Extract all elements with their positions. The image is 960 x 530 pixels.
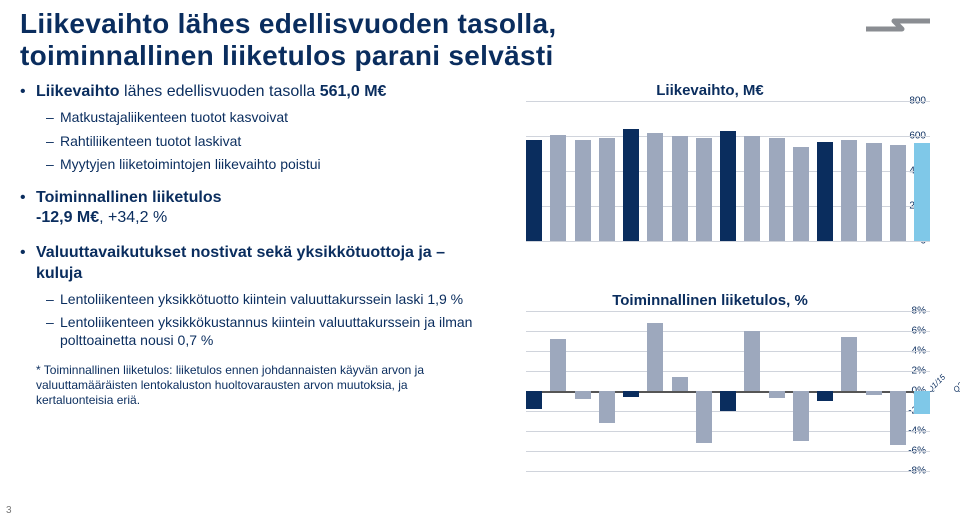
bar (841, 140, 857, 242)
bar (550, 339, 566, 391)
bar (647, 133, 663, 242)
bar (672, 377, 688, 391)
bar (866, 391, 882, 395)
bullet-1-rest: lähes edellisvuoden tasolla (120, 83, 320, 100)
bullet-column: Liikevaihto lähes edellisvuoden tasolla … (20, 82, 480, 480)
bar (647, 323, 663, 391)
title-line2: toiminnallinen liiketulos parani selväst… (20, 40, 554, 71)
bar (769, 391, 785, 398)
bullet-1: Liikevaihto lähes edellisvuoden tasolla … (20, 82, 480, 173)
bar (696, 138, 712, 241)
bar (575, 140, 591, 242)
bar (817, 391, 833, 401)
bullet-2-prefix: Toiminnallinen liiketulos (36, 189, 222, 206)
bar (720, 131, 736, 241)
chart-margin-title: Toiminnallinen liiketulos, % (490, 292, 930, 309)
bar (841, 337, 857, 391)
chart-revenue-title: Liikevaihto, M€ (490, 82, 930, 99)
chart-revenue: Liikevaihto, M€ 0200400600800 Q2/11Q3/11… (490, 82, 930, 250)
bar (526, 391, 542, 409)
grid-line (526, 241, 930, 242)
bullet-1-sub2: Rahtiliikenteen tuotot laskivat (46, 133, 480, 151)
bullet-3-sub1-a: Lentoliikenteen yksikkötuotto kiintein v… (60, 291, 395, 307)
bar (526, 140, 542, 242)
bullet-2-rest: , +34,2 % (99, 209, 167, 226)
grid-line (526, 471, 930, 472)
page-number: 3 (6, 505, 12, 516)
bullet-2: Toiminnallinen liiketulos -12,9 M€, +34,… (20, 188, 480, 230)
bar (793, 391, 809, 441)
bar (599, 138, 615, 241)
bar (744, 136, 760, 241)
bar (550, 135, 566, 242)
bullet-3-sub1-b: laski 1,9 % (395, 291, 463, 307)
bar (914, 391, 930, 414)
bullet-3-prefix: Valuuttavaikutukset nostivat sekä yksikk… (36, 244, 445, 282)
logo (864, 14, 934, 36)
bullet-3-sub1: Lentoliikenteen yksikkötuotto kiintein v… (46, 291, 480, 309)
bar (672, 136, 688, 241)
bar (769, 138, 785, 241)
bullet-3-sub2: Lentoliikenteen yksikkökustannus kiintei… (46, 314, 480, 349)
bullet-1-sub1: Matkustajaliikenteen tuotot kasvoivat (46, 109, 480, 127)
chart-margin: Toiminnallinen liiketulos, % -8%-6%-4%-2… (490, 292, 930, 480)
bar (793, 147, 809, 242)
bar (817, 142, 833, 242)
bullet-2-value: -12,9 M€ (36, 209, 99, 226)
bullet-3: Valuuttavaikutukset nostivat sekä yksikk… (20, 243, 480, 349)
bullet-1-sub3: Myytyjen liiketoimintojen liikevaihto po… (46, 156, 480, 174)
bullet-3-sub2-b: nousi 0,7 % (140, 332, 213, 348)
bar (744, 331, 760, 391)
bullet-1-value: 561,0 M€ (320, 83, 387, 100)
title-line1: Liikevaihto lähes edellisvuoden tasolla, (20, 8, 556, 39)
bar (623, 391, 639, 397)
charts-column: Liikevaihto, M€ 0200400600800 Q2/11Q3/11… (490, 82, 940, 480)
bar (623, 129, 639, 241)
bars-container (526, 311, 930, 471)
bars-container (526, 101, 930, 241)
bar (575, 391, 591, 399)
bar (599, 391, 615, 423)
bar (866, 143, 882, 241)
chart-revenue-plot: 0200400600800 (490, 101, 930, 241)
bar (890, 391, 906, 445)
bullet-3-sub2-a: Lentoliikenteen yksikkökustannus kiintei… (60, 314, 472, 348)
bar (696, 391, 712, 443)
bar (890, 145, 906, 241)
bar (720, 391, 736, 411)
bullet-1-prefix: Liikevaihto (36, 83, 120, 100)
footnote: * Toiminnallinen liiketulos: liiketulos … (20, 363, 480, 408)
chart-margin-plot: -8%-6%-4%-2%0%2%4%6%8% (490, 311, 930, 471)
bar (914, 143, 930, 241)
slide-title: Liikevaihto lähes edellisvuoden tasolla,… (20, 8, 940, 72)
x-tick-label: Q2/15 (951, 377, 960, 395)
